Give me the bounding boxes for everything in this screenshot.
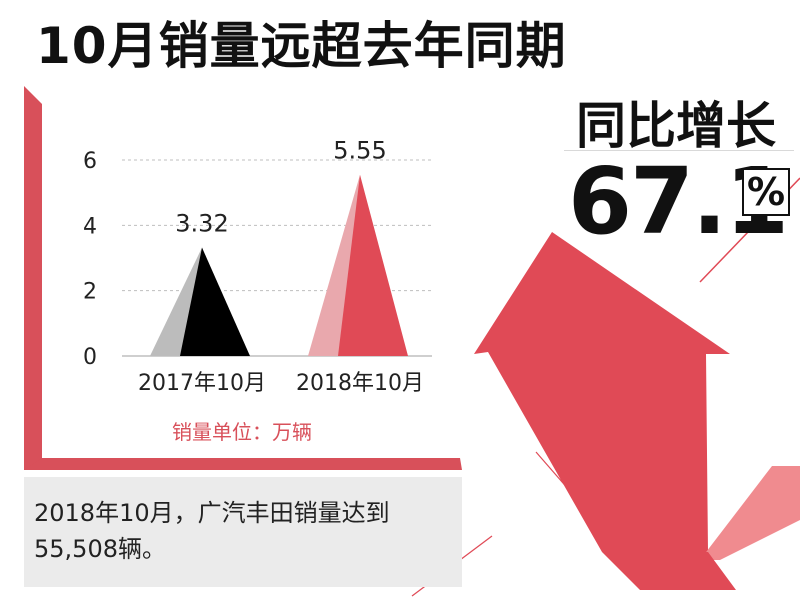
y-tick-label: 2 [83, 280, 97, 305]
card-shadow [24, 458, 462, 470]
x-tick-label: 2017年10月 [138, 371, 266, 396]
chart-card: 0 2 4 6 3.32 2017年10月 5.55 2018年10月 销量单位：万辆 [42, 104, 460, 458]
deco-line [535, 451, 631, 561]
note-box: 2018年10月，广汽丰田销量达到55,508辆。 [24, 477, 462, 587]
x-tick-label: 2018年10月 [296, 371, 424, 396]
y-tick-label: 6 [83, 149, 97, 174]
y-tick-label: 0 [83, 345, 97, 370]
left-accent-bar [24, 86, 42, 470]
up-arrow-icon [474, 232, 730, 552]
arrow-tail-dark [602, 552, 736, 590]
note-text: 2018年10月，广汽丰田销量达到55,508辆。 [34, 499, 390, 563]
page-title: 10月销量远超去年同期 [36, 17, 567, 75]
percent-sign: % [742, 168, 790, 216]
bar [180, 247, 250, 356]
divider [564, 150, 794, 151]
yoy-label: 同比增长 [576, 97, 776, 155]
unit-caption: 销量单位：万辆 [172, 420, 312, 444]
data-label: 3.32 [175, 210, 228, 238]
sales-chart: 0 2 4 6 3.32 2017年10月 5.55 2018年10月 [83, 137, 432, 396]
data-label: 5.55 [333, 137, 386, 165]
y-tick-label: 4 [83, 214, 97, 239]
arrow-tail [700, 466, 800, 560]
bar [338, 174, 408, 356]
